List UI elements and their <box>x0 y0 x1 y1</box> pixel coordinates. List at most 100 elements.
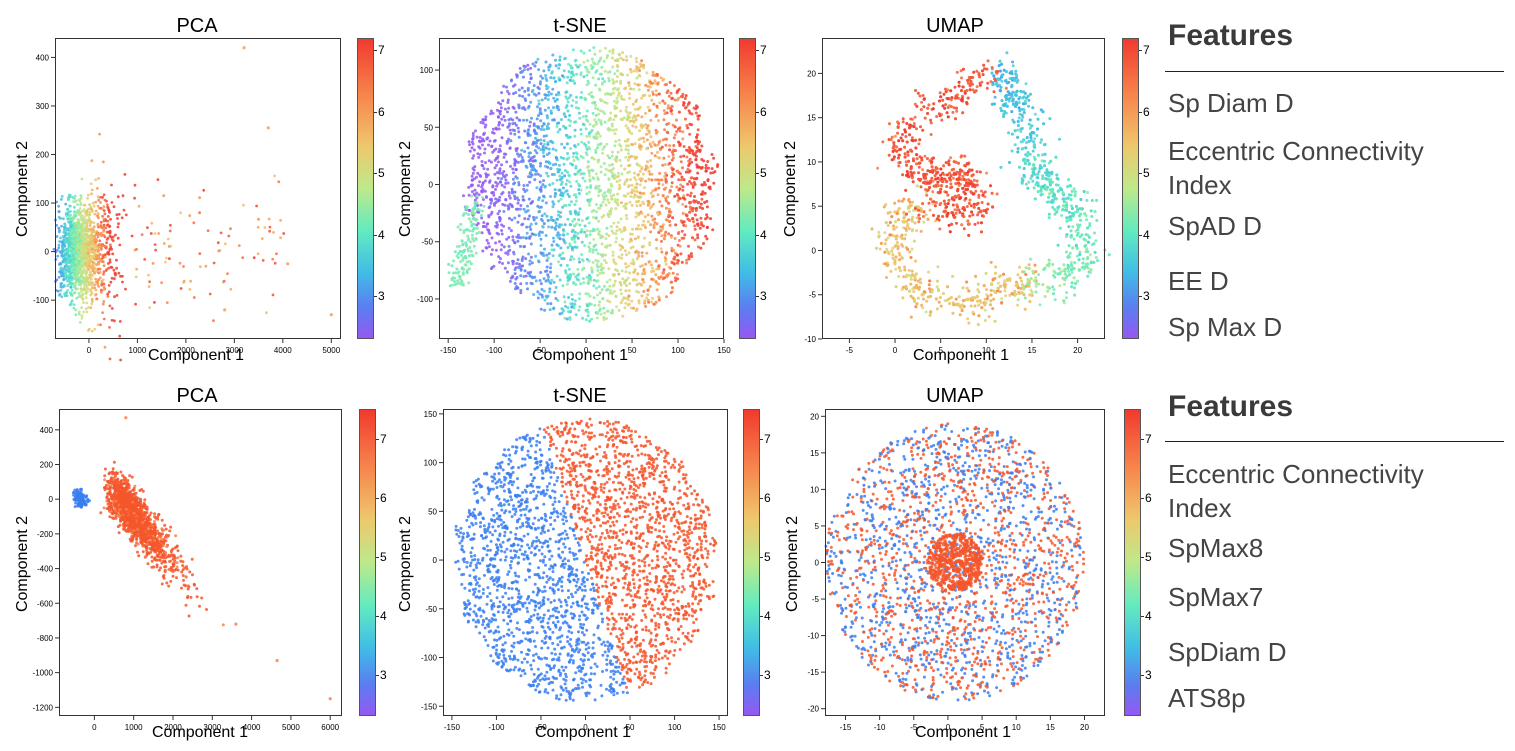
scatter-point <box>607 76 611 80</box>
scatter-point <box>643 186 646 190</box>
scatter-point <box>602 197 606 201</box>
scatter-point <box>69 217 73 221</box>
scatter-point <box>470 140 474 144</box>
scatter-point <box>586 308 589 312</box>
scatter-point <box>513 181 517 185</box>
scatter-point <box>526 146 530 150</box>
scatter-point <box>607 267 611 271</box>
scatter-point <box>542 69 546 73</box>
scatter-point <box>516 152 519 156</box>
scatter-point <box>694 107 698 111</box>
scatter-point <box>527 197 531 201</box>
scatter-point <box>96 195 100 199</box>
scatter-point <box>577 210 581 214</box>
scatter-point <box>522 198 526 202</box>
scatter-point <box>77 283 81 286</box>
scatter-point <box>591 169 595 173</box>
scatter-point <box>566 170 569 174</box>
scatter-point <box>597 229 601 233</box>
scatter-point <box>569 258 572 262</box>
scatter-point <box>594 248 598 252</box>
scatter-point <box>257 217 260 221</box>
scatter-point <box>576 267 580 271</box>
scatter-point <box>591 111 595 115</box>
scatter-point <box>519 244 522 248</box>
scatter-point <box>711 228 715 232</box>
scatter-point <box>601 235 605 239</box>
scatter-point <box>635 69 639 73</box>
scatter-point <box>99 290 103 294</box>
scatter-point <box>588 241 592 245</box>
scatter-point <box>106 295 110 298</box>
scatter-point <box>562 309 565 313</box>
scatter-point <box>527 175 530 179</box>
scatter-point <box>666 106 670 110</box>
scatter-point <box>266 126 270 130</box>
scatter-point <box>547 106 551 110</box>
scatter-point <box>608 156 611 160</box>
scatter-point <box>679 155 683 159</box>
scatter-point <box>461 271 465 275</box>
scatter-point <box>703 183 707 187</box>
scatter-point <box>573 302 577 306</box>
scatter-point <box>482 167 486 171</box>
scatter-point <box>464 206 468 210</box>
scatter-point <box>471 237 475 240</box>
scatter-point <box>579 230 583 234</box>
scatter-point <box>198 211 202 215</box>
scatter-point <box>680 175 684 179</box>
scatter-point <box>613 72 617 76</box>
scatter-point <box>670 286 674 290</box>
scatter-point <box>574 313 578 317</box>
scatter-point <box>576 273 580 277</box>
scatter-point <box>99 220 103 224</box>
scatter-point <box>514 277 518 281</box>
scatter-point <box>498 147 502 151</box>
scatter-point <box>624 289 628 293</box>
scatter-point <box>541 219 544 223</box>
scatter-point <box>588 229 592 233</box>
scatter-point <box>607 215 611 219</box>
scatter-point <box>557 260 561 264</box>
scatter-point <box>599 56 603 60</box>
scatter-point <box>518 67 522 70</box>
scatter-point <box>587 92 591 96</box>
scatter-point <box>229 227 232 231</box>
scatter-point <box>573 217 577 221</box>
scatter-point <box>526 217 530 221</box>
scatter-point <box>76 255 80 258</box>
scatter-point <box>598 49 602 53</box>
scatter-point <box>604 203 608 207</box>
scatter-point <box>480 189 484 193</box>
scatter-point <box>610 150 614 154</box>
scatter-point <box>562 162 566 166</box>
scatter-point <box>77 310 81 314</box>
scatter-point <box>607 178 611 181</box>
scatter-point <box>639 203 642 207</box>
scatter-point <box>636 83 640 87</box>
scatter-point <box>643 236 646 240</box>
scatter-point <box>696 117 700 121</box>
scatter-point <box>96 212 100 215</box>
scatter-point <box>573 224 577 228</box>
scatter-point <box>577 297 581 301</box>
scatter-point <box>642 63 646 67</box>
scatter-point <box>563 115 567 119</box>
scatter-point <box>613 59 617 62</box>
scatter-point <box>470 174 474 178</box>
scatter-point <box>568 114 572 117</box>
scatter-point <box>517 183 521 187</box>
scatter-point <box>642 140 646 144</box>
scatter-point <box>101 311 104 314</box>
scatter-point <box>636 114 640 117</box>
scatter-point <box>475 201 479 205</box>
scatter-point <box>116 217 119 220</box>
scatter-point <box>574 106 578 110</box>
scatter-point <box>574 164 578 168</box>
scatter-point <box>611 174 614 178</box>
scatter-point <box>560 180 564 184</box>
scatter-point <box>511 238 515 242</box>
scatter-point <box>656 150 659 154</box>
scatter-point <box>596 176 600 180</box>
scatter-point <box>112 268 116 272</box>
